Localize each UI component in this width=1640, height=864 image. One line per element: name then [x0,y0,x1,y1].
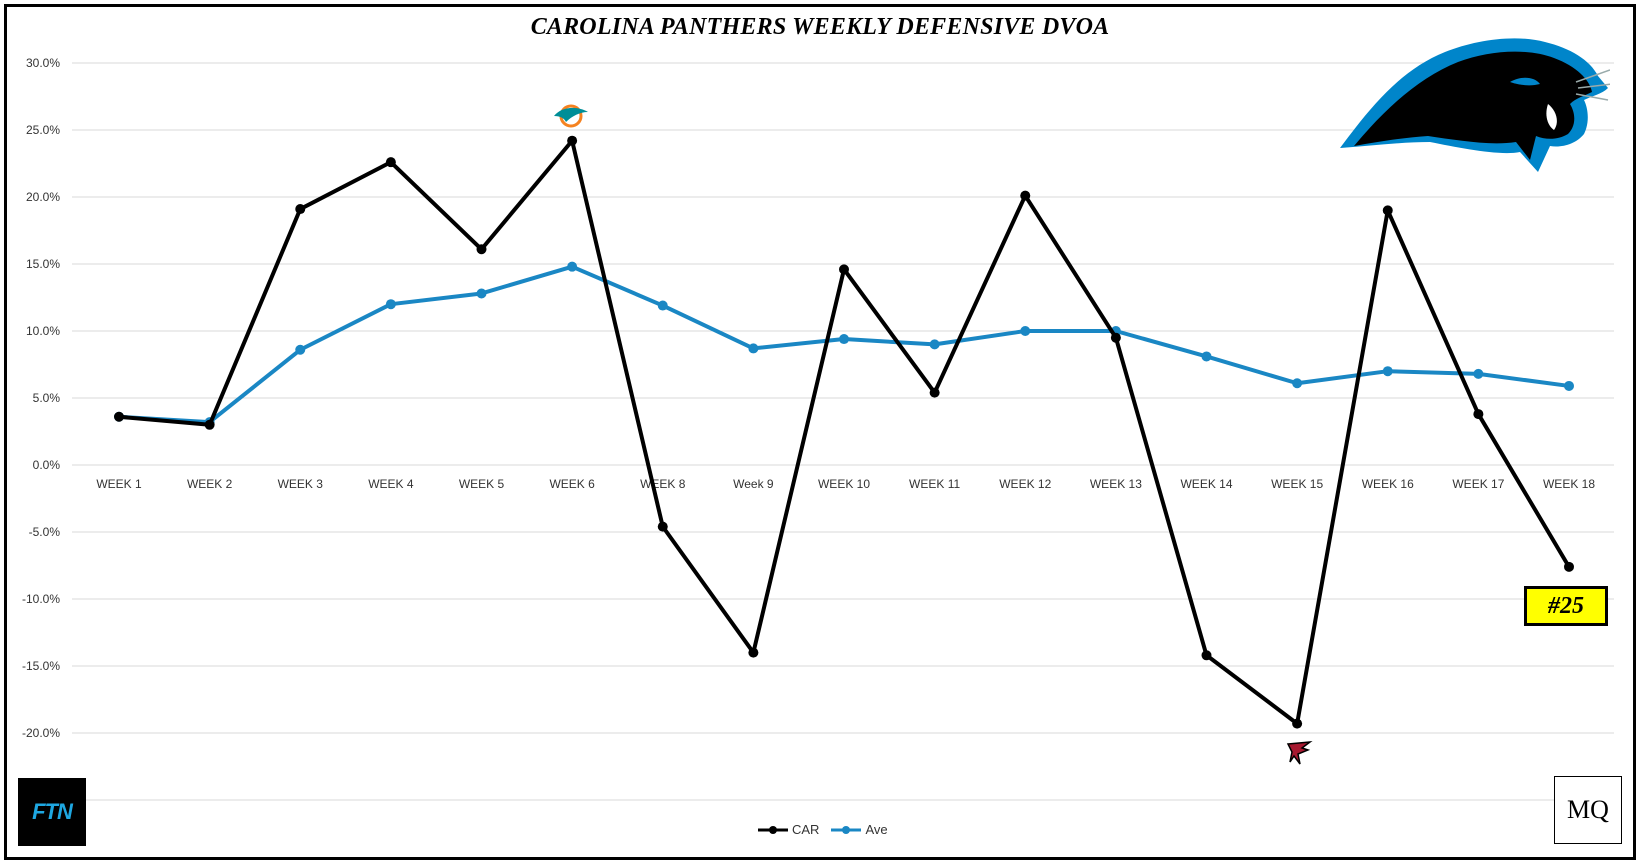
data-point-car [204,419,215,430]
data-point-ave [385,299,396,310]
legend-marker-car [758,825,788,834]
x-tick-label: WEEK 1 [96,477,142,491]
panther-logo [1340,38,1610,172]
data-point-ave [839,334,849,345]
y-tick-label: 15.0% [26,257,60,271]
data-point-ave [1201,351,1212,362]
series-line-car [118,138,1571,726]
y-tick-label: 30.0% [26,56,60,70]
data-point-ave [748,343,759,354]
data-point-car [1292,718,1303,729]
x-tick-label: WEEK 5 [459,477,505,491]
data-point-ave [295,344,306,355]
x-tick-label: WEEK 17 [1452,477,1504,491]
data-point-car [476,244,487,255]
data-point-car [385,157,396,168]
y-tick-label: 25.0% [26,123,60,137]
y-tick-label: 20.0% [26,190,60,204]
data-point-car [1110,332,1121,343]
data-point-ave [1382,366,1393,377]
chart-frame [4,4,1636,860]
data-point-car [929,387,940,398]
legend-label-ave: Ave [865,822,888,837]
data-point-ave [1564,380,1574,391]
y-tick-label: -5.0% [29,525,61,539]
mq-logo: MQ [1554,776,1622,844]
legend-item-ave: Ave [829,822,888,837]
x-tick-label: WEEK 12 [999,477,1051,491]
x-tick-label: WEEK 10 [818,477,870,491]
rank-badge: #25 [1524,586,1608,626]
data-point-car [114,411,124,422]
series-line-ave [118,264,1570,425]
x-tick-label: WEEK 11 [909,477,960,491]
ftn-logo-text: FTN [32,799,73,824]
data-point-ave [567,261,578,272]
x-tick-label: Week 9 [733,477,774,491]
ftn-logo: FTN [18,778,86,846]
legend-marker-ave [831,825,862,834]
data-point-car [1382,205,1393,216]
data-point-ave [1292,378,1303,389]
y-tick-label: 5.0% [33,391,61,405]
y-tick-label: -20.0% [22,726,60,740]
data-point-car [657,521,668,532]
data-point-car [839,264,849,275]
data-point-ave [476,288,487,299]
data-point-car [295,204,306,215]
data-point-car [1201,650,1212,661]
x-tick-label: WEEK 2 [187,477,233,491]
legend-item-car: CAR [756,822,819,837]
data-point-car [748,647,759,658]
data-point-ave [929,339,940,350]
data-point-car [1564,561,1574,572]
x-tick-label: WEEK 8 [640,477,686,491]
legend-label-car: CAR [792,822,820,837]
data-point-ave [1020,326,1031,336]
x-tick-label: WEEK 3 [278,477,324,491]
data-point-car [1473,409,1484,420]
x-tick-label: WEEK 16 [1362,477,1414,491]
mq-logo-text: MQ [1567,795,1609,824]
falcons-icon [1286,741,1313,765]
data-point-ave [1473,368,1484,379]
data-point-car [1020,190,1031,201]
chart-title: CAROLINA PANTHERS WEEKLY DEFENSIVE DVOA [530,14,1110,40]
x-tick-label: WEEK 13 [1090,477,1142,491]
x-tick-label: WEEK 18 [1543,477,1595,491]
data-point-car [567,135,578,146]
chart-legend: CAR Ave [756,822,888,837]
y-tick-label: -15.0% [22,659,60,673]
y-tick-label: 0.0% [33,458,61,472]
x-tick-label: WEEK 14 [1180,477,1232,491]
data-point-ave [657,300,668,311]
x-tick-label: WEEK 4 [368,477,414,491]
x-tick-label: WEEK 6 [549,477,595,491]
dolphins-icon [554,104,588,128]
y-tick-label: 10.0% [26,324,60,338]
y-tick-label: -10.0% [22,592,60,606]
x-tick-label: WEEK 15 [1271,477,1323,491]
